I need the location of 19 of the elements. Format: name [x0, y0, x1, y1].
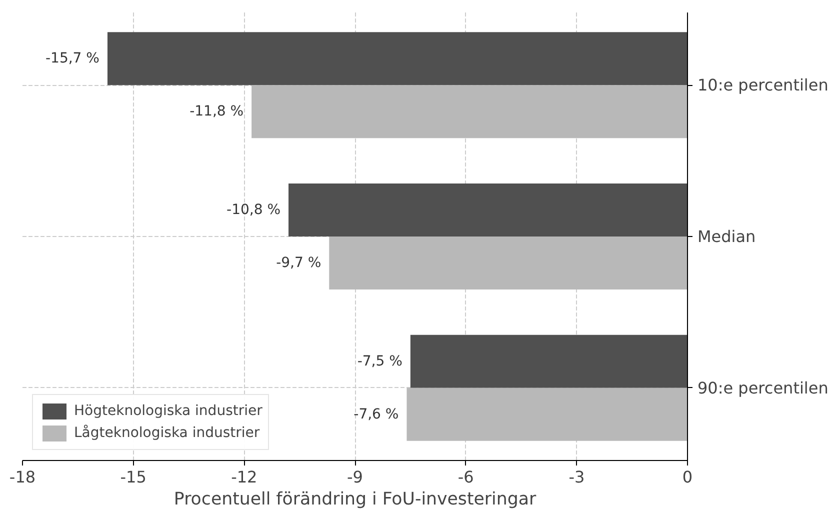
data-label: -11,8 %	[190, 104, 244, 120]
x-tick-label: -3	[568, 468, 585, 486]
x-axis-title: Procentuell förändring i FoU-investeringar	[174, 490, 537, 510]
x-tick-label: -12	[231, 468, 258, 486]
data-label: -7,5 %	[357, 353, 402, 370]
x-tick-label: -15	[120, 468, 146, 486]
data-label: -10,8 %	[226, 202, 281, 218]
data-label: -9,7 %	[276, 254, 322, 271]
data-label: -7,6 %	[354, 406, 399, 422]
y-tick-label: Median	[698, 227, 756, 246]
data-label: -15,7 %	[45, 50, 100, 67]
x-tick-label: 0	[682, 468, 693, 486]
legend-label: Högteknologiska industrier	[74, 403, 262, 419]
x-tick-label: -9	[347, 468, 363, 486]
x-tick-label: -6	[458, 468, 474, 486]
x-tick-label: -18	[9, 468, 36, 486]
y-tick-label: 10:e percentilen	[698, 76, 828, 95]
y-tick-label: 90:e percentilen	[698, 378, 828, 398]
legend-label: Lågteknologiska industrier	[74, 425, 260, 441]
